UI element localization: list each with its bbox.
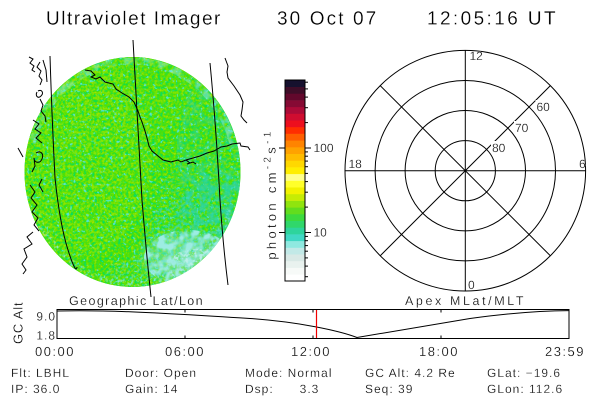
svg-text:GLat: −19.6: GLat: −19.6 <box>487 366 561 380</box>
svg-text:18:00: 18:00 <box>419 344 459 359</box>
svg-text:06:00: 06:00 <box>165 344 205 359</box>
svg-text:GLon: 112.6: GLon: 112.6 <box>487 382 563 396</box>
svg-text:Mode: Normal: Mode: Normal <box>245 366 332 380</box>
svg-text:12:00: 12:00 <box>291 344 331 359</box>
svg-text:0: 0 <box>468 278 475 292</box>
svg-text:12: 12 <box>470 49 484 63</box>
svg-text:GC Alt: GC Alt <box>11 302 26 344</box>
svg-text:12:05:16 UT: 12:05:16 UT <box>427 9 558 30</box>
svg-text:30 Oct 07: 30 Oct 07 <box>277 9 378 30</box>
svg-text:Flt: LBHL: Flt: LBHL <box>11 366 70 380</box>
svg-text:Seq: 39: Seq: 39 <box>365 382 413 396</box>
svg-text:1.8: 1.8 <box>36 329 56 343</box>
svg-text:Dsp: 3.3: Dsp: 3.3 <box>245 382 319 396</box>
svg-text:23:59: 23:59 <box>545 344 585 359</box>
svg-text:18: 18 <box>349 157 363 171</box>
svg-text:00:00: 00:00 <box>35 344 75 359</box>
svg-text:60: 60 <box>537 100 551 114</box>
svg-text:Door: Open: Door: Open <box>125 366 197 380</box>
svg-text:Geographic Lat/Lon: Geographic Lat/Lon <box>69 294 204 308</box>
svg-text:GC Alt: 4.2 Re: GC Alt: 4.2 Re <box>365 366 456 380</box>
svg-text:Apex MLat/MLT: Apex MLat/MLT <box>405 294 526 308</box>
svg-text:10: 10 <box>314 226 328 240</box>
svg-text:9.0: 9.0 <box>36 310 56 324</box>
svg-text:80: 80 <box>492 141 506 155</box>
svg-text:6: 6 <box>579 157 586 171</box>
svg-text:IP: 36.0: IP: 36.0 <box>11 382 60 396</box>
svg-text:photon cm-2s-1: photon cm-2s-1 <box>262 128 279 259</box>
svg-text:Ultraviolet Imager: Ultraviolet Imager <box>46 9 222 30</box>
svg-text:100: 100 <box>314 141 334 155</box>
svg-text:70: 70 <box>515 121 529 135</box>
svg-text:Gain: 14: Gain: 14 <box>125 382 178 396</box>
